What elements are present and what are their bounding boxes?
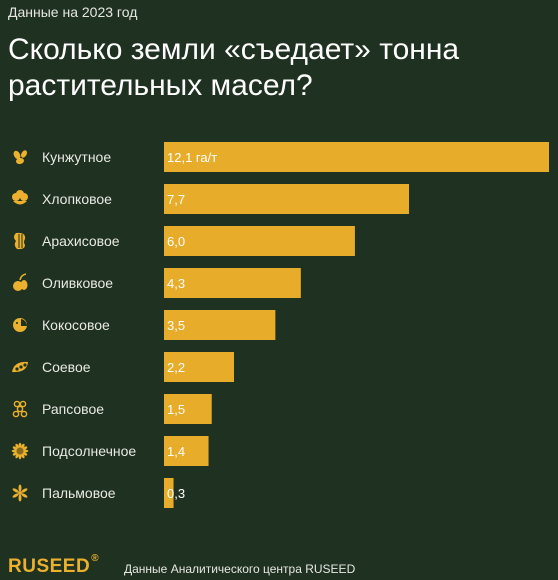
title-line-1: Сколько земли «съедает» тонна <box>8 33 460 66</box>
value-label: 6,0 <box>167 234 185 249</box>
value-label: 12,1 га/т <box>167 150 217 165</box>
category-label: Соевое <box>42 359 91 375</box>
category-label: Оливковое <box>42 275 113 291</box>
sesame-icon <box>13 150 28 165</box>
value-label: 1,4 <box>167 444 185 459</box>
bar <box>164 184 409 214</box>
soy-icon <box>12 361 28 373</box>
olive-icon <box>13 273 28 291</box>
category-label: Хлопковое <box>42 191 112 207</box>
peanut-icon <box>14 232 26 250</box>
bar <box>164 268 301 298</box>
category-label: Кокосовое <box>42 317 110 333</box>
value-label: 2,2 <box>167 360 185 375</box>
bar <box>164 226 355 256</box>
value-label: 4,3 <box>167 276 185 291</box>
source-note: Данные Аналитического центра RUSEED <box>124 562 356 576</box>
sunflower-icon <box>11 442 29 460</box>
bar <box>164 142 549 172</box>
category-label: Пальмовое <box>42 485 116 501</box>
category-label: Подсолнечное <box>42 443 136 459</box>
bar-chart: Кунжутное 12,1 га/т Хлопковое 7,7 Арахисовое… <box>11 142 549 508</box>
bar <box>164 352 234 382</box>
coconut-icon <box>13 318 28 332</box>
value-label: 0,3 <box>167 486 185 501</box>
value-label: 7,7 <box>167 192 185 207</box>
cotton-icon <box>12 190 28 205</box>
bar <box>164 310 276 340</box>
value-label: 3,5 <box>167 318 185 333</box>
bar <box>164 394 212 424</box>
palm-icon <box>12 484 28 502</box>
ruseed-logo: RUSEED® <box>8 552 100 577</box>
category-label: Кунжутное <box>42 149 111 165</box>
title-line-2: растительных масел? <box>8 69 313 102</box>
rapeseed-icon <box>12 400 28 418</box>
category-label: Рапсовое <box>42 401 104 417</box>
bar <box>164 436 209 466</box>
bar <box>164 478 174 508</box>
subtitle: Данные на 2023 год <box>8 4 138 20</box>
category-label: Арахисовое <box>42 233 120 249</box>
page-title: Сколько земли «съедает» тонна растительн… <box>8 32 548 104</box>
value-label: 1,5 <box>167 402 185 417</box>
